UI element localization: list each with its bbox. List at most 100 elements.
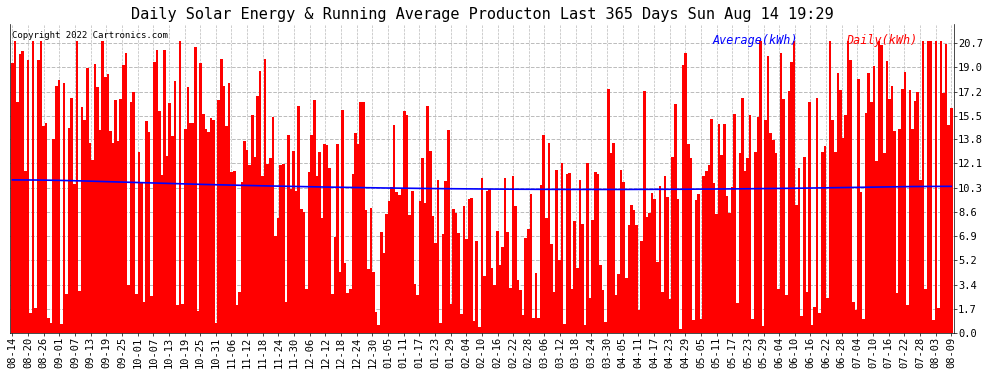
Bar [393, 125, 395, 333]
Bar [573, 221, 576, 333]
Bar [104, 77, 107, 333]
Bar [922, 41, 925, 333]
Bar [702, 176, 705, 333]
Bar [628, 225, 631, 333]
Bar [372, 272, 375, 333]
Bar [814, 307, 816, 333]
Bar [748, 115, 751, 333]
Bar [849, 60, 852, 333]
Bar [925, 289, 927, 333]
Bar [555, 170, 558, 333]
Bar [282, 164, 284, 333]
Bar [429, 152, 432, 333]
Bar [475, 242, 478, 333]
Bar [777, 289, 780, 333]
Bar [679, 329, 682, 333]
Bar [112, 142, 114, 333]
Bar [99, 130, 101, 333]
Bar [22, 51, 24, 333]
Bar [754, 152, 756, 333]
Bar [865, 113, 867, 333]
Bar [942, 93, 944, 333]
Bar [125, 53, 127, 333]
Bar [166, 156, 168, 333]
Bar [303, 213, 305, 333]
Bar [718, 123, 721, 333]
Bar [787, 91, 790, 333]
Bar [623, 182, 625, 333]
Text: Daily(kWh): Daily(kWh) [846, 34, 918, 47]
Bar [457, 232, 460, 333]
Bar [52, 139, 55, 333]
Bar [408, 215, 411, 333]
Bar [220, 59, 223, 333]
Bar [517, 280, 520, 333]
Bar [37, 60, 40, 333]
Bar [462, 206, 465, 333]
Bar [70, 98, 73, 333]
Bar [801, 316, 803, 333]
Bar [447, 130, 449, 333]
Bar [326, 144, 329, 333]
Bar [798, 168, 801, 333]
Bar [769, 133, 772, 333]
Bar [50, 323, 52, 333]
Bar [824, 146, 827, 333]
Bar [927, 41, 930, 333]
Bar [470, 198, 473, 333]
Bar [504, 178, 506, 333]
Bar [329, 168, 331, 333]
Bar [316, 176, 318, 333]
Bar [73, 184, 75, 333]
Bar [231, 172, 233, 333]
Bar [834, 152, 837, 333]
Bar [854, 310, 857, 333]
Bar [875, 161, 878, 333]
Bar [586, 163, 589, 333]
Bar [919, 180, 922, 333]
Bar [599, 265, 602, 333]
Bar [759, 41, 761, 333]
Bar [403, 111, 406, 333]
Bar [568, 172, 571, 333]
Bar [832, 120, 834, 333]
Bar [644, 91, 645, 333]
Bar [199, 63, 202, 333]
Bar [558, 260, 560, 333]
Bar [944, 44, 947, 333]
Bar [176, 305, 179, 333]
Bar [173, 81, 176, 333]
Bar [411, 191, 414, 333]
Bar [189, 123, 192, 333]
Bar [540, 185, 543, 333]
Bar [29, 313, 32, 333]
Bar [251, 115, 253, 333]
Bar [91, 160, 94, 333]
Bar [901, 89, 904, 333]
Bar [633, 210, 636, 333]
Bar [618, 274, 620, 333]
Bar [867, 73, 870, 333]
Bar [364, 210, 367, 333]
Bar [571, 290, 573, 333]
Bar [883, 153, 885, 333]
Bar [14, 41, 16, 333]
Bar [756, 117, 759, 333]
Bar [380, 232, 382, 333]
Bar [244, 141, 246, 333]
Bar [354, 133, 356, 333]
Bar [135, 294, 138, 333]
Bar [591, 220, 594, 333]
Bar [94, 64, 96, 333]
Bar [141, 183, 143, 333]
Bar [331, 294, 334, 333]
Bar [506, 231, 509, 333]
Bar [790, 62, 793, 333]
Bar [483, 276, 486, 333]
Bar [109, 131, 112, 333]
Bar [419, 201, 422, 333]
Bar [899, 129, 901, 333]
Bar [547, 143, 550, 333]
Bar [146, 121, 148, 333]
Bar [321, 218, 324, 333]
